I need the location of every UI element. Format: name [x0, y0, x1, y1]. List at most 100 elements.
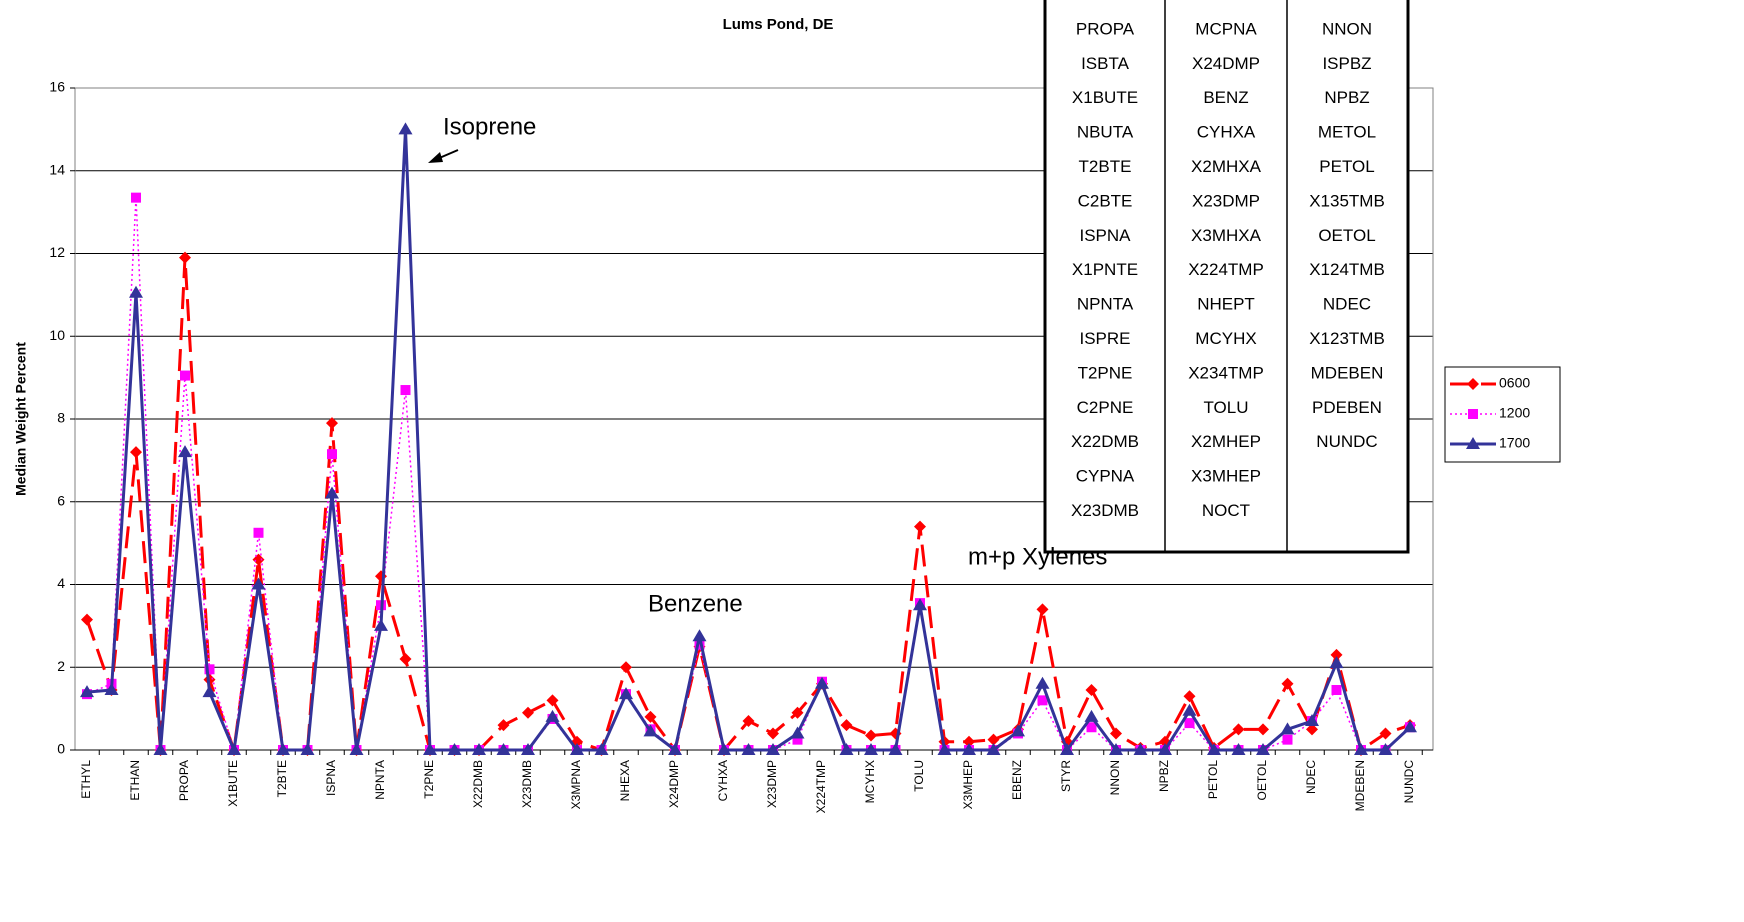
table-cell: BENZ	[1203, 88, 1248, 107]
table-cell: NBUTA	[1077, 123, 1134, 142]
x-tick-label: X224TMP	[814, 760, 828, 813]
species-table	[1043, 0, 1410, 554]
x-tick-label: MDEBEN	[1353, 760, 1367, 811]
x-tick-label: X23DMB	[520, 760, 534, 808]
marker	[865, 729, 877, 742]
x-tick-label: X23DMP	[765, 760, 779, 808]
x-tick-label: NDEC	[1304, 760, 1318, 794]
table-cell: X224TMP	[1188, 260, 1264, 279]
marker	[1306, 723, 1318, 736]
table-cell: X3MHEP	[1191, 467, 1261, 486]
table-cell: PROPE	[1075, 0, 1135, 4]
table-cell: C2PNE	[1077, 398, 1134, 417]
legend-label: 1200	[1499, 405, 1530, 421]
table-cell: ISPBZ	[1322, 54, 1371, 73]
x-tick-label: ETHYL	[79, 760, 93, 799]
table-cell: NHEPT	[1197, 295, 1255, 314]
x-tick-label: NNON	[1108, 760, 1122, 795]
chart-title: Lums Pond, DE	[723, 16, 834, 33]
x-tick-label: NPNTA	[373, 760, 387, 800]
series-line	[85, 256, 1411, 752]
marker	[131, 192, 141, 203]
x-tick-label: PETOL	[1206, 760, 1220, 799]
table-cell: X23DMB	[1071, 501, 1139, 520]
legend-label: 1700	[1499, 435, 1530, 451]
x-tick-label: CYHXA	[716, 760, 730, 801]
x-tick-label: NUNDC	[1402, 760, 1416, 804]
x-tick-label: ISPNA	[324, 760, 338, 796]
table-cell: PDEBEN	[1312, 398, 1382, 417]
y-tick-label: 6	[57, 492, 65, 508]
x-tick-label: X3MHEP	[961, 760, 975, 809]
x-tick-label: MCYHX	[863, 760, 877, 803]
marker	[1468, 409, 1478, 419]
y-tick-label: 2	[57, 658, 65, 674]
x-tick-label: STYR	[1059, 760, 1073, 792]
table-cell: X123TMB	[1309, 329, 1385, 348]
x-tick-label: X24DMP	[667, 760, 681, 808]
series-line	[86, 127, 1412, 752]
table-cell: NNON	[1322, 19, 1372, 38]
marker	[792, 734, 803, 745]
arrow-head	[428, 152, 443, 163]
table-cell: ISBTA	[1081, 54, 1130, 73]
table-cell: MDEBEN	[1311, 363, 1384, 382]
marker	[1467, 378, 1479, 390]
x-tick-label: X22DMB	[471, 760, 485, 808]
marker	[1036, 603, 1049, 616]
table-cell: CYHXA	[1197, 123, 1256, 142]
x-tick-label: TOLU	[912, 760, 926, 792]
x-tick-label: X3MPNA	[569, 760, 583, 809]
table-cell: X22DMB	[1071, 432, 1139, 451]
table-cell: X234TMP	[1188, 363, 1264, 382]
y-tick-label: 8	[57, 410, 65, 426]
marker	[327, 449, 337, 460]
x-tick-label: PROPA	[177, 760, 191, 801]
x-tick-label: NHEXA	[618, 760, 632, 801]
x-tick-label: OETOL	[1255, 760, 1269, 801]
table-cell: PROPA	[1076, 19, 1135, 38]
table-cell: NHEXA	[1197, 0, 1256, 4]
table-cell: NPBZ	[1324, 88, 1369, 107]
table-cell: NDEC	[1323, 295, 1371, 314]
y-tick-label: 14	[49, 161, 65, 177]
annotation: Isoprene	[443, 113, 536, 140]
marker	[1085, 684, 1098, 697]
table-cell: X124TMB	[1309, 260, 1385, 279]
annotation: Benzene	[648, 590, 743, 617]
y-tick-label: 12	[49, 244, 65, 260]
series	[80, 122, 1417, 755]
table-cell: X3MHXA	[1191, 226, 1262, 245]
legend-label: 0600	[1499, 375, 1530, 391]
x-tick-label: NPBZ	[1157, 760, 1171, 792]
table-cell: NOCT	[1202, 501, 1250, 520]
marker	[400, 385, 411, 396]
marker	[1183, 690, 1196, 703]
y-tick-label: 10	[49, 327, 65, 343]
table-cell: T2BTE	[1079, 157, 1132, 176]
table-cell: X24DMP	[1192, 54, 1260, 73]
y-tick-label: 4	[57, 575, 65, 591]
table-cell: OXYL	[1324, 0, 1369, 4]
marker	[1466, 437, 1480, 449]
table-cell: ISPNA	[1079, 226, 1131, 245]
table-cell: MCYHX	[1195, 329, 1256, 348]
table-cell: NPNTA	[1077, 295, 1134, 314]
table-cell: X2MHXA	[1191, 157, 1262, 176]
table-cell: C2BTE	[1078, 191, 1133, 210]
table-cell: METOL	[1318, 123, 1376, 142]
x-tick-label: T2PNE	[422, 760, 436, 799]
x-tick-label: ETHAN	[128, 760, 142, 801]
table-cell: TOLU	[1203, 398, 1248, 417]
marker	[1184, 718, 1195, 729]
table-cell: ISPRE	[1079, 329, 1130, 348]
table-cell: CYPNA	[1076, 467, 1135, 486]
table-cell: X1PNTE	[1072, 260, 1138, 279]
marker	[253, 527, 264, 538]
table-cell: T2PNE	[1078, 363, 1133, 382]
annotation: m+p Xylenes	[968, 543, 1107, 570]
y-tick-label: 16	[49, 79, 65, 95]
x-tick-label: X1BUTE	[226, 760, 240, 807]
y-tick-label: 0	[57, 741, 65, 757]
